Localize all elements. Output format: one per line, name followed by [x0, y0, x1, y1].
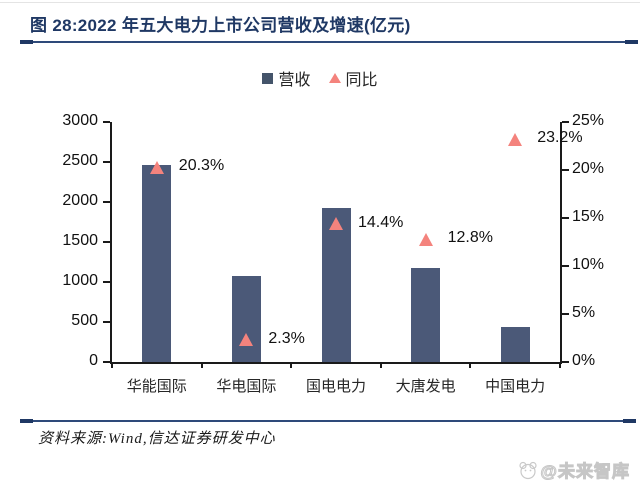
left-axis-tick-label: 500 — [71, 312, 98, 329]
revenue-bar — [321, 208, 351, 362]
right-axis-tick-label: 0% — [572, 352, 596, 369]
footer-rule — [20, 419, 636, 423]
legend-revenue-label: 营收 — [278, 72, 311, 89]
left-axis-tick — [103, 361, 110, 363]
right-axis-tick — [562, 121, 569, 123]
x-axis-tick — [200, 362, 203, 368]
right-axis-tick-label: 20% — [572, 160, 605, 177]
yoy-triangle-marker — [239, 333, 254, 347]
chart-legend: 营收 同比 — [0, 66, 640, 90]
legend-yoy-label: 同比 — [345, 72, 378, 89]
top-divider — [0, 2, 640, 3]
yoy-triangle-marker — [418, 232, 433, 246]
right-axis-tick-label: 10% — [572, 256, 605, 273]
left-axis-tick — [103, 121, 110, 123]
legend-item-yoy: 同比 — [328, 66, 378, 90]
title-rule — [20, 40, 638, 44]
right-axis-tick — [562, 217, 569, 219]
watermark: @未来智库 — [518, 457, 630, 482]
yoy-value-label: 20.3% — [178, 157, 225, 175]
bear-logo-icon — [519, 461, 538, 479]
right-axis-tick — [562, 265, 569, 267]
yoy-triangle-marker — [329, 217, 343, 231]
left-axis-tick-label: 1000 — [62, 272, 98, 289]
left-axis-tick-label: 3000 — [62, 112, 98, 129]
right-axis-tick — [562, 313, 569, 315]
right-axis-tick — [562, 169, 569, 171]
x-axis-tick — [379, 362, 382, 368]
category-label: 国电电力 — [305, 378, 366, 395]
yoy-triangle-icon — [328, 73, 341, 83]
category-label: 大唐发电 — [395, 378, 456, 395]
revenue-bar — [142, 165, 172, 362]
right-axis-tick — [562, 361, 569, 363]
rule-right-stub — [623, 419, 636, 423]
rule-right-stub — [625, 40, 638, 44]
left-axis-tick — [103, 281, 110, 283]
left-axis-tick-label: 2500 — [62, 152, 98, 169]
yoy-value-label: 23.2% — [537, 129, 583, 147]
left-axis-tick — [103, 161, 110, 163]
yoy-value-label: 12.8% — [447, 229, 493, 247]
category-label: 华能国际 — [126, 378, 187, 395]
yoy-value-label: 2.3% — [268, 329, 305, 347]
x-axis-tick — [290, 362, 293, 368]
right-axis-tick-label: 15% — [572, 208, 605, 225]
revenue-bar — [411, 268, 441, 362]
category-label: 华电国际 — [216, 378, 277, 395]
rule-left-stub — [20, 419, 33, 423]
right-axis-tick-label: 25% — [572, 112, 605, 129]
left-axis-tick-label: 1500 — [62, 232, 98, 249]
legend-item-revenue: 营收 — [262, 66, 311, 90]
left-axis-tick — [103, 201, 110, 203]
x-axis-tick — [469, 362, 472, 368]
revenue-square-icon — [262, 72, 274, 84]
left-axis-tick-label: 2000 — [62, 192, 98, 209]
yoy-value-label: 14.4% — [358, 213, 404, 231]
revenue-bar — [231, 276, 261, 362]
watermark-text: @未来智库 — [540, 462, 630, 482]
figure-title: 图 28:2022 年五大电力上市公司营收及增速(亿元) — [30, 16, 411, 35]
category-label: 中国电力 — [485, 378, 546, 395]
left-axis-tick — [103, 321, 110, 323]
x-axis-tick — [111, 362, 113, 368]
yoy-triangle-marker — [508, 132, 523, 146]
revenue-bar — [500, 326, 530, 362]
rule-left-stub — [20, 40, 33, 44]
right-axis-tick-label: 5% — [572, 304, 596, 321]
left-axis-tick-label: 0 — [89, 352, 98, 369]
plot-area: 0 500 1000 1500 2000 2500 3000 0% 5% 10% 15% 20% 25%… — [62, 112, 604, 395]
yoy-triangle-marker — [149, 160, 164, 174]
source-note: 资料来源:Wind,信达证券研发中心 — [38, 431, 276, 447]
x-axis-tick — [559, 362, 561, 368]
left-axis-tick — [103, 241, 110, 243]
